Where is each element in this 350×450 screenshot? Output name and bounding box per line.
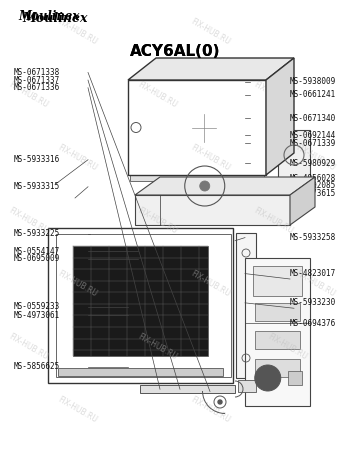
Text: ACY6AL(0): ACY6AL(0) <box>130 45 220 59</box>
Polygon shape <box>135 177 315 195</box>
Text: MS-0671338: MS-0671338 <box>14 68 60 77</box>
Bar <box>238 380 256 392</box>
Text: MS-5933258: MS-5933258 <box>290 233 336 242</box>
Text: MS-0695009: MS-0695009 <box>14 254 60 263</box>
Text: MS-4973615: MS-4973615 <box>290 189 336 198</box>
Text: FIX-HUB.RU: FIX-HUB.RU <box>252 80 294 109</box>
Bar <box>278 130 310 180</box>
Polygon shape <box>128 58 294 80</box>
Polygon shape <box>290 177 315 225</box>
Text: MS-0661241: MS-0661241 <box>290 90 336 99</box>
Text: MS-5933316: MS-5933316 <box>14 155 60 164</box>
Text: FIX-HUB.RU: FIX-HUB.RU <box>252 206 294 235</box>
Bar <box>48 228 233 383</box>
Circle shape <box>255 365 281 391</box>
Text: FIX-HUB.RU: FIX-HUB.RU <box>189 269 231 298</box>
Bar <box>288 371 302 385</box>
Text: MS-5933315: MS-5933315 <box>14 182 60 191</box>
Text: FIX-HUB.RU: FIX-HUB.RU <box>266 332 308 361</box>
Text: FIX-HUB.RU: FIX-HUB.RU <box>136 332 179 361</box>
Text: FIX-HUB.RU: FIX-HUB.RU <box>56 17 98 46</box>
Text: MS-0671339: MS-0671339 <box>290 139 336 148</box>
Bar <box>253 266 302 296</box>
Text: FIX-HUB.RU: FIX-HUB.RU <box>294 143 336 172</box>
Text: FIX-HUB.RU: FIX-HUB.RU <box>136 206 179 235</box>
Text: MS-0692085: MS-0692085 <box>290 181 336 190</box>
Text: FIX-HUB.RU: FIX-HUB.RU <box>7 206 49 235</box>
Text: MS-5933230: MS-5933230 <box>290 298 336 307</box>
Text: FIX-HUB.RU: FIX-HUB.RU <box>294 269 336 298</box>
Text: FIX-HUB.RU: FIX-HUB.RU <box>189 143 231 172</box>
Circle shape <box>200 181 210 191</box>
Text: MS-0559233: MS-0559233 <box>14 302 60 311</box>
Polygon shape <box>266 58 294 175</box>
Text: FIX-HUB.RU: FIX-HUB.RU <box>7 80 49 109</box>
Text: MS-0692144: MS-0692144 <box>290 130 336 140</box>
Text: MS-5933225: MS-5933225 <box>14 230 60 238</box>
Bar <box>255 303 300 321</box>
Text: FIX-HUB.RU: FIX-HUB.RU <box>189 17 231 46</box>
Bar <box>255 359 300 377</box>
Circle shape <box>218 400 222 404</box>
Text: MS-4823017: MS-4823017 <box>290 269 336 278</box>
Bar <box>58 368 223 376</box>
Bar <box>73 246 208 356</box>
Bar <box>135 195 290 225</box>
Bar <box>255 331 300 349</box>
Text: MS-5938009: MS-5938009 <box>290 77 336 86</box>
Bar <box>142 90 252 165</box>
Text: Moulinex: Moulinex <box>22 12 88 24</box>
Bar <box>130 175 264 181</box>
Text: MS-0694376: MS-0694376 <box>290 319 336 328</box>
Text: MS-5856625: MS-5856625 <box>14 362 60 371</box>
Bar <box>245 258 310 406</box>
Text: FIX-HUB.RU: FIX-HUB.RU <box>56 269 98 298</box>
Text: FIX-HUB.RU: FIX-HUB.RU <box>56 395 98 424</box>
Text: MS-0671340: MS-0671340 <box>290 114 336 123</box>
Text: MS-4973061: MS-4973061 <box>14 310 60 320</box>
Text: FIX-HUB.RU: FIX-HUB.RU <box>7 332 49 361</box>
Polygon shape <box>278 180 316 188</box>
Bar <box>148 96 246 159</box>
Text: FIX-HUB.RU: FIX-HUB.RU <box>56 143 98 172</box>
Text: Moulinex: Moulinex <box>18 10 79 23</box>
Text: ACY6AL(0): ACY6AL(0) <box>130 45 220 59</box>
Bar <box>236 233 256 378</box>
Bar <box>56 234 231 377</box>
Text: MS-0554147: MS-0554147 <box>14 247 60 256</box>
Text: MS-4956028: MS-4956028 <box>290 174 336 183</box>
Text: FIX-HUB.RU: FIX-HUB.RU <box>189 395 231 424</box>
Text: MS-0671337: MS-0671337 <box>14 76 60 85</box>
Text: MS-0671336: MS-0671336 <box>14 83 60 92</box>
Polygon shape <box>128 80 266 175</box>
Bar <box>140 385 235 393</box>
Text: FIX-HUB.RU: FIX-HUB.RU <box>136 80 179 109</box>
Text: MS-5980929: MS-5980929 <box>290 159 336 168</box>
